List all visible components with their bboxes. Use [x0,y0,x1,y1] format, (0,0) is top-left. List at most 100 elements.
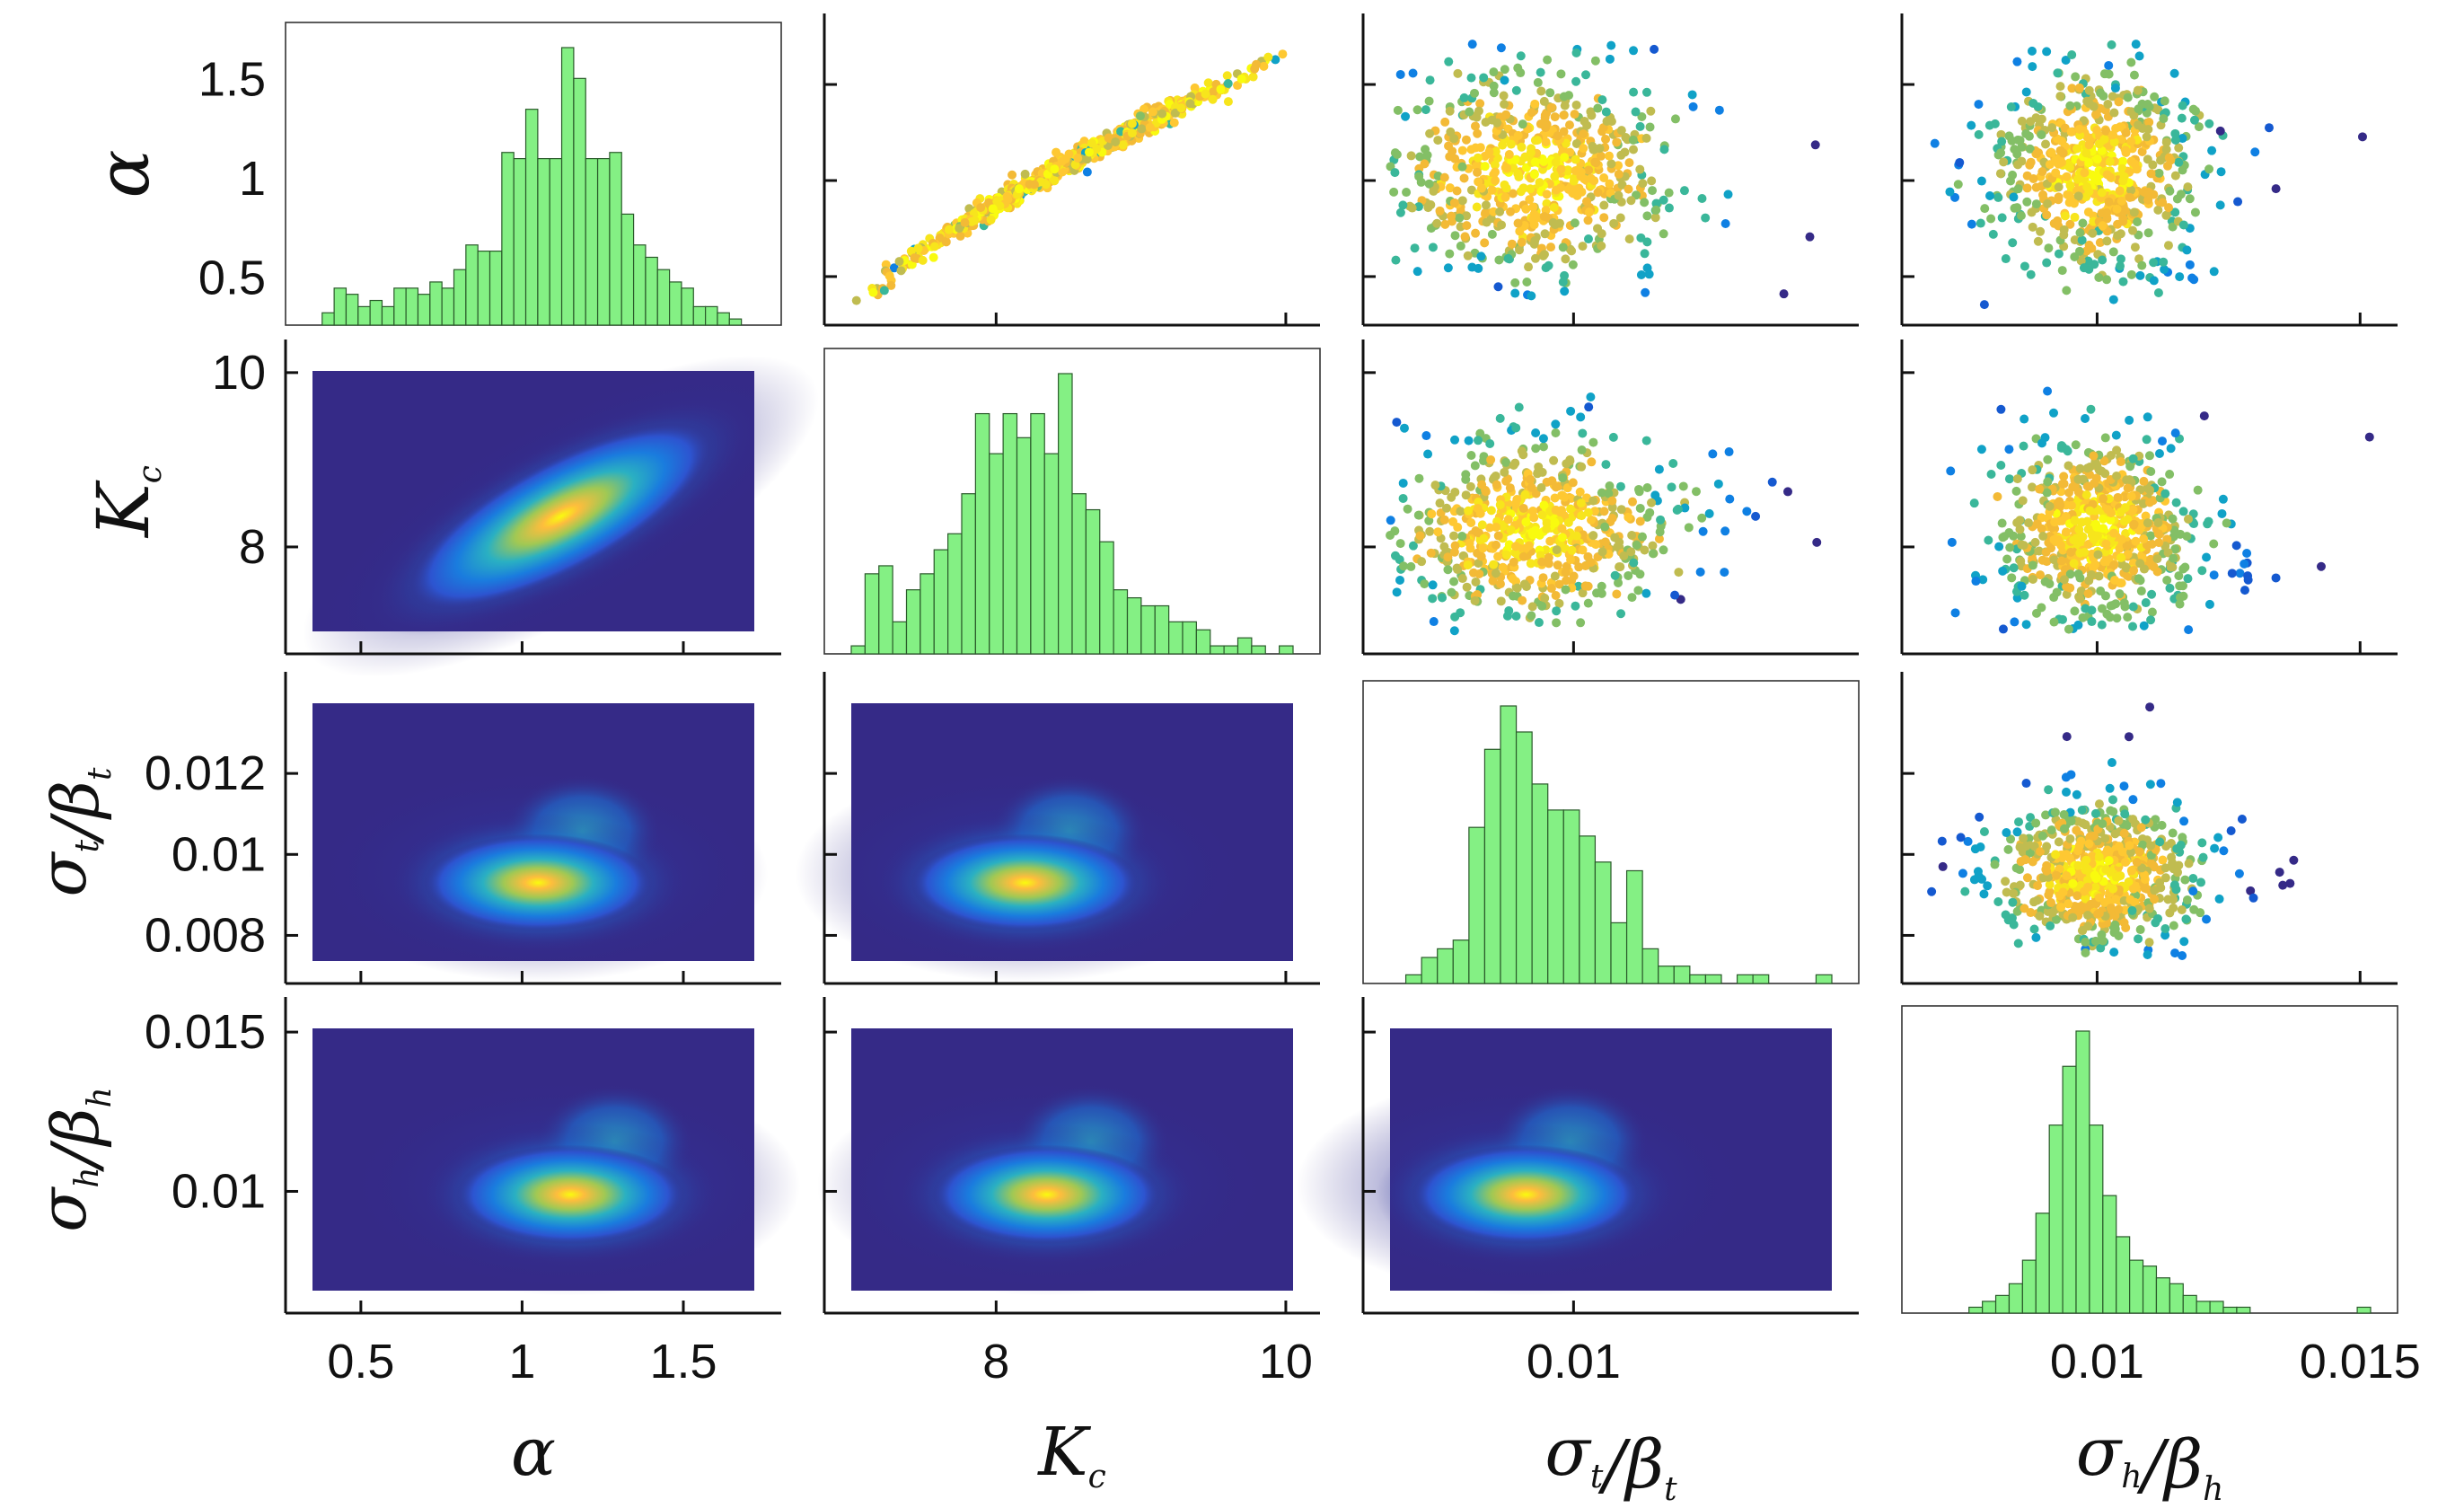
scatter-point [2160,264,2169,274]
scatter-point [2180,875,2190,885]
scatter-point [1720,526,1730,536]
scatter-point [1439,515,1449,525]
hist-bar [1500,705,1518,984]
scatter-point [1541,263,1551,273]
scatter-point [1588,531,1598,541]
scatter-point [1398,493,1408,503]
scatter-point [2042,842,2052,851]
scatter-point [1495,579,1505,589]
scatter-point [1999,157,2009,167]
scatter-point [2003,844,2013,854]
scatter-point [1616,150,1626,160]
scatter-point [2098,255,2108,265]
scatter-point [2111,895,2121,904]
scatter-point [1659,229,1668,239]
scatter-point [1480,162,1490,172]
scatter-point [1473,167,1483,177]
scatter-point [1512,583,1522,593]
y-tick-label: 0.01 [172,1164,266,1218]
scatter-point [1664,203,1674,213]
scatter-point [1550,571,1560,581]
scatter-point [2055,497,2064,507]
scatter-point [2190,207,2200,217]
scatter-point [2074,869,2084,878]
scatter-point [2025,144,2035,154]
hist-bar [357,305,371,326]
scatter-point [1678,481,1688,491]
scatter-point [1185,99,1195,109]
scatter-point [2165,583,2175,593]
scatter-point [1473,153,1483,163]
scatter-point [2029,897,2039,907]
scatter-point [1578,545,1588,555]
scatter-point [1563,166,1573,176]
scatter-point [986,215,996,225]
scatter-point [1050,164,1060,174]
scatter-point [1489,472,1499,482]
scatter-point [2180,562,2190,572]
scatter-point [1641,87,1651,97]
scatter-point [1656,515,1666,525]
scatter-point [2218,494,2228,504]
scatter-point [2137,260,2147,270]
scatter-point [2012,474,2022,484]
scatter-point [1636,233,1646,243]
scatter-point [2084,158,2094,168]
scatter-point [2160,863,2170,873]
scatter-point [1640,198,1650,207]
hist-bar [692,305,707,326]
scatter-point [2054,182,2064,192]
scatter-point [1742,507,1752,516]
scatter-point [1391,255,1401,265]
hist-bar [1085,508,1101,655]
scatter-point [2264,123,2274,133]
hist-bar [961,493,976,655]
scatter-point [1526,147,1536,157]
x-axis-label: Kc [1036,1414,1105,1495]
scatter-point [1429,186,1439,196]
scatter-point [1638,179,1648,189]
scatter-point [2077,926,2087,936]
scatter-point [2052,587,2062,597]
scatter-point [2020,414,2029,424]
scatter-point [2116,196,2126,206]
scatter-point [1566,406,1576,416]
scatter-point [1607,503,1617,513]
scatter-point [1550,112,1560,122]
scatter-point [988,204,998,214]
scatter-point [2020,904,2029,913]
scatter-point [2083,256,2093,266]
scatter-point [1424,516,1434,525]
y-tick-label: 10 [212,346,266,400]
scatter-point [1216,84,1226,94]
scatter-point [2076,586,2086,596]
scatter-point [2075,573,2085,583]
scatter-point [2107,758,2116,768]
scatter-point [2090,808,2100,818]
scatter-point [2031,199,2041,209]
hist-bar [1168,621,1184,655]
scatter-point [1558,243,1568,252]
scatter-point [1505,483,1515,493]
scatter-point [2174,157,2184,167]
scatter-point [1564,120,1574,130]
scatter-point [2073,474,2083,484]
scatter-point [1751,511,1761,521]
scatter-point [1537,467,1547,477]
scatter-point [2075,246,2085,256]
scatter-point [955,224,964,234]
scatter-point [1597,241,1606,251]
scatter-point [2032,149,2042,159]
panel-r2-c1 [795,672,1320,985]
scatter-point [1997,137,2007,146]
scatter-point [2007,136,2017,146]
scatter-point [1398,200,1408,210]
scatter-point [2174,860,2184,870]
scatter-point [2007,573,2017,583]
scatter-point [2036,226,2046,236]
scatter-point [1597,588,1606,598]
scatter-point [1392,587,1402,597]
scatter-point [1571,76,1581,86]
scatter-point [1440,117,1450,127]
scatter-point [1587,457,1597,467]
